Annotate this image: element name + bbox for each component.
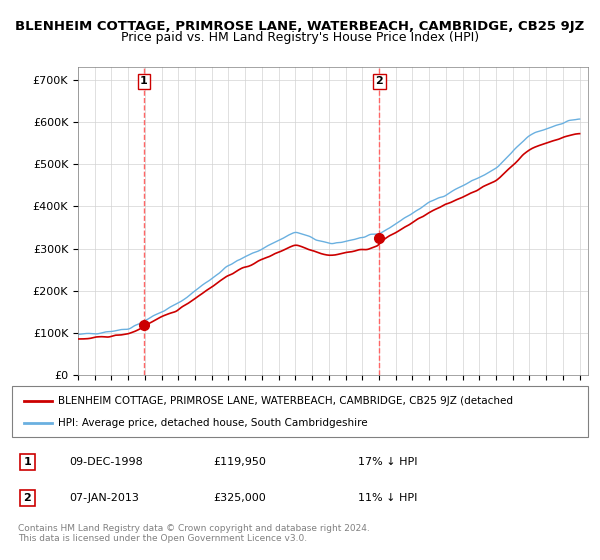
Text: 1: 1 [140,76,148,86]
Text: Contains HM Land Registry data © Crown copyright and database right 2024.
This d: Contains HM Land Registry data © Crown c… [18,524,370,543]
Text: 09-DEC-1998: 09-DEC-1998 [70,457,143,467]
Text: Price paid vs. HM Land Registry's House Price Index (HPI): Price paid vs. HM Land Registry's House … [121,31,479,44]
Text: £325,000: £325,000 [214,493,266,503]
FancyBboxPatch shape [12,386,588,437]
Text: 17% ↓ HPI: 17% ↓ HPI [358,457,417,467]
Text: 1: 1 [23,457,31,467]
Text: HPI: Average price, detached house, South Cambridgeshire: HPI: Average price, detached house, Sout… [58,418,368,428]
Text: 2: 2 [376,76,383,86]
Text: 07-JAN-2013: 07-JAN-2013 [70,493,139,503]
Text: 2: 2 [23,493,31,503]
Text: BLENHEIM COTTAGE, PRIMROSE LANE, WATERBEACH, CAMBRIDGE, CB25 9JZ (detached: BLENHEIM COTTAGE, PRIMROSE LANE, WATERBE… [58,395,513,405]
Text: 11% ↓ HPI: 11% ↓ HPI [358,493,417,503]
Text: £119,950: £119,950 [214,457,266,467]
Text: BLENHEIM COTTAGE, PRIMROSE LANE, WATERBEACH, CAMBRIDGE, CB25 9JZ: BLENHEIM COTTAGE, PRIMROSE LANE, WATERBE… [16,20,584,32]
